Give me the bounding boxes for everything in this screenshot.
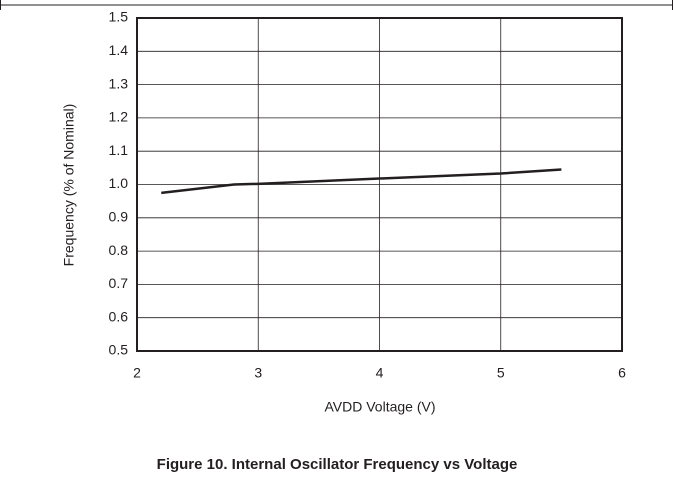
y-tick-label: 0.8	[109, 242, 129, 258]
y-tick-label: 1.3	[109, 75, 129, 91]
y-tick-label: 0.7	[109, 275, 129, 291]
y-tick-label: 1.2	[109, 109, 129, 125]
plot-frame	[136, 17, 623, 352]
y-tick-label: 1.0	[109, 175, 129, 191]
y-tick-label: 0.9	[109, 209, 129, 225]
caption: Figure 10. Internal Oscillator Frequency…	[157, 456, 518, 473]
x-tick-label: 5	[497, 365, 505, 381]
x-tick-label: 2	[133, 365, 141, 381]
y-tick-label: 0.6	[109, 308, 129, 324]
y-tick-label: 1.5	[109, 9, 129, 25]
x-axis-label: AVDD Voltage (V)	[324, 399, 435, 415]
x-tick-label: 6	[618, 365, 626, 381]
y-tick-label: 0.5	[109, 342, 129, 358]
x-tick-label: 4	[376, 365, 384, 381]
y-tick-label: 1.1	[109, 142, 129, 158]
y-tick-label: 1.4	[109, 42, 129, 58]
data-line	[161, 168, 562, 195]
x-tick-label: 3	[254, 365, 262, 381]
y-axis-label: Frequency (% of Nominal)	[61, 104, 77, 267]
